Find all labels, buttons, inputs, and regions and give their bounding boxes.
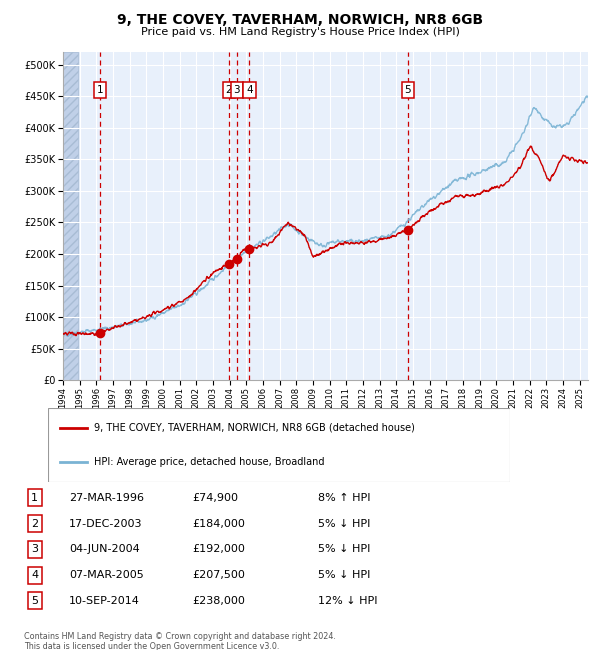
Text: £184,000: £184,000 [192,519,245,528]
Text: £192,000: £192,000 [192,544,245,554]
Text: 1: 1 [31,493,38,502]
Text: 2: 2 [226,85,232,95]
Text: 5% ↓ HPI: 5% ↓ HPI [318,570,370,580]
Text: £238,000: £238,000 [192,596,245,606]
Text: 5: 5 [404,85,411,95]
Text: 9, THE COVEY, TAVERHAM, NORWICH, NR8 6GB: 9, THE COVEY, TAVERHAM, NORWICH, NR8 6GB [117,13,483,27]
Text: 3: 3 [31,544,38,554]
Text: 1: 1 [97,85,103,95]
Text: 3: 3 [233,85,240,95]
Text: HPI: Average price, detached house, Broadland: HPI: Average price, detached house, Broa… [94,457,325,467]
Text: 5% ↓ HPI: 5% ↓ HPI [318,519,370,528]
Text: 12% ↓ HPI: 12% ↓ HPI [318,596,377,606]
Text: Price paid vs. HM Land Registry's House Price Index (HPI): Price paid vs. HM Land Registry's House … [140,27,460,37]
Text: 10-SEP-2014: 10-SEP-2014 [69,596,140,606]
Text: 07-MAR-2005: 07-MAR-2005 [69,570,144,580]
Text: 2: 2 [31,519,38,528]
Text: This data is licensed under the Open Government Licence v3.0.: This data is licensed under the Open Gov… [24,642,280,650]
Text: 4: 4 [246,85,253,95]
Text: 04-JUN-2004: 04-JUN-2004 [69,544,140,554]
Text: £207,500: £207,500 [192,570,245,580]
Text: £74,900: £74,900 [192,493,238,502]
Bar [63,52,79,380]
Text: 8% ↑ HPI: 8% ↑ HPI [318,493,371,502]
Text: 17-DEC-2003: 17-DEC-2003 [69,519,143,528]
Text: 4: 4 [31,570,38,580]
Text: 5: 5 [31,596,38,606]
Text: Contains HM Land Registry data © Crown copyright and database right 2024.: Contains HM Land Registry data © Crown c… [24,632,336,641]
Text: 27-MAR-1996: 27-MAR-1996 [69,493,144,502]
Text: 9, THE COVEY, TAVERHAM, NORWICH, NR8 6GB (detached house): 9, THE COVEY, TAVERHAM, NORWICH, NR8 6GB… [94,422,415,433]
FancyBboxPatch shape [48,408,510,482]
Bar [63,52,79,380]
Text: 5% ↓ HPI: 5% ↓ HPI [318,544,370,554]
